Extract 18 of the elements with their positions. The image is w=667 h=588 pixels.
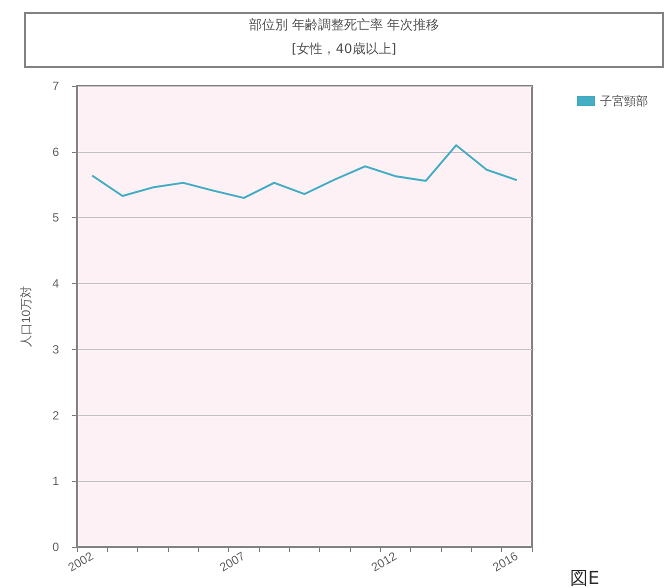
- y-tick-label: 7: [52, 79, 60, 93]
- x-tick-label: 2002: [66, 548, 96, 574]
- legend-label: 子宮頸部: [600, 94, 648, 108]
- line-series: [91, 144, 518, 199]
- chart-title: 部位別 年齢調整死亡率 年次推移: [248, 17, 440, 35]
- y-tick-label: 4: [52, 276, 60, 291]
- x-tick-label: 2016: [490, 548, 521, 574]
- x-tick-label: 2007: [217, 548, 248, 574]
- y-axis-title: 人口10万対: [19, 286, 33, 348]
- y-tick-label: 1: [52, 474, 60, 488]
- y-tick-label: 6: [52, 144, 60, 159]
- chart-subtitle: [女性，40歳以上]: [290, 41, 398, 59]
- y-tick-label: 3: [52, 342, 60, 356]
- y-tick-label: 0: [52, 540, 60, 554]
- y-tick-label: 5: [52, 210, 60, 225]
- text: 図E: [570, 567, 600, 588]
- x-tick-label: 2012: [368, 548, 400, 574]
- y-tick-label: 2: [52, 408, 60, 422]
